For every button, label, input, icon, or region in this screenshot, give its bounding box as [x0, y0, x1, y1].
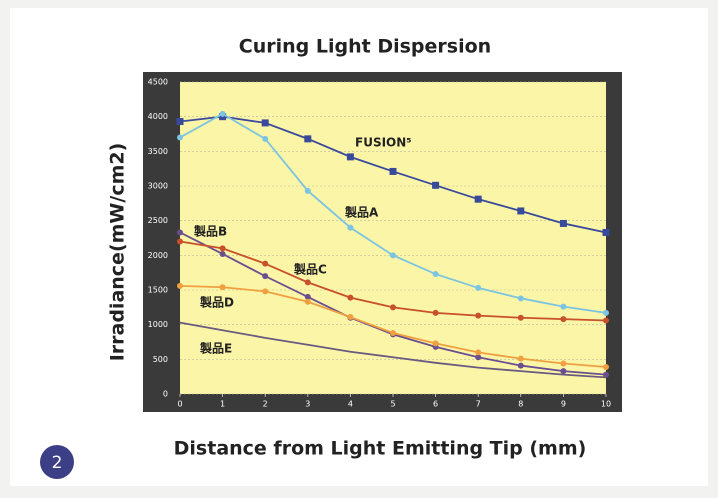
y-tick-label: 0: [163, 390, 168, 399]
point: [304, 279, 311, 286]
point: [390, 304, 396, 311]
point: [559, 219, 567, 227]
point: [347, 294, 354, 301]
x-tick-label: 10: [601, 400, 611, 409]
point: [390, 252, 396, 259]
point: [517, 207, 525, 215]
point: [432, 181, 440, 189]
point: [389, 167, 397, 175]
point: [560, 316, 567, 323]
point: [219, 245, 226, 252]
point: [304, 135, 312, 143]
y-tick-label: 4500: [148, 78, 168, 87]
y-tick-label: 1500: [148, 286, 168, 295]
y-tick-label: 2000: [148, 251, 168, 260]
point: [261, 119, 269, 127]
point: [475, 284, 482, 291]
point: [176, 118, 184, 126]
y-tick-label: 3500: [148, 147, 168, 156]
point: [219, 284, 226, 291]
point: [177, 238, 183, 245]
x-tick-label: 9: [561, 400, 566, 409]
x-tick-label: 8: [518, 400, 523, 409]
point: [219, 110, 226, 117]
x-tick-label: 0: [177, 400, 182, 409]
point: [346, 153, 354, 161]
point: [177, 134, 183, 141]
chart-title: Curing Light Dispersion: [239, 36, 491, 58]
y-tick-label: 1000: [148, 320, 168, 329]
series-label: 製品A: [344, 205, 379, 220]
point: [475, 312, 482, 319]
point: [602, 228, 610, 236]
point: [603, 371, 609, 378]
point: [432, 309, 439, 316]
badge: [40, 445, 74, 479]
point: [304, 187, 311, 194]
x-axis-label: Distance from Light Emitting Tip (mm): [174, 438, 587, 460]
point: [219, 250, 226, 257]
point: [262, 135, 269, 142]
series-label: FUSION⁵: [355, 136, 412, 150]
x-tick-label: 3: [305, 400, 310, 409]
series-label: 製品C: [293, 262, 327, 277]
y-axis-label: Irradiance(mW/cm2): [107, 143, 129, 362]
point: [177, 229, 183, 236]
x-tick-label: 6: [433, 400, 438, 409]
y-tick-label: 3000: [148, 182, 168, 191]
point: [304, 293, 311, 300]
y-tick-label: 2500: [148, 216, 168, 225]
point: [262, 288, 269, 295]
series-label: 製品E: [199, 341, 232, 356]
point: [432, 340, 439, 347]
point: [304, 298, 311, 305]
point: [262, 260, 269, 267]
plot-area: [180, 82, 606, 394]
x-tick-label: 4: [348, 400, 353, 409]
point: [603, 309, 609, 316]
point: [560, 303, 567, 310]
point: [603, 363, 609, 370]
point: [517, 295, 524, 302]
point: [475, 349, 482, 356]
point: [474, 195, 482, 203]
point: [517, 355, 524, 362]
y-tick-label: 4000: [148, 112, 168, 121]
point: [432, 271, 439, 278]
point: [347, 314, 354, 321]
point: [177, 282, 183, 289]
badge-text: 2: [52, 453, 63, 473]
series-line: [179, 321, 607, 379]
x-tick-label: 7: [476, 400, 481, 409]
point: [390, 329, 396, 336]
series-label: 製品B: [193, 224, 227, 239]
point: [347, 224, 354, 231]
point: [603, 317, 609, 324]
x-tick-label: 1: [220, 400, 225, 409]
point: [517, 362, 524, 369]
point: [262, 273, 269, 280]
point: [517, 314, 524, 321]
series-label: 製品D: [199, 295, 234, 310]
x-tick-label: 2: [263, 400, 268, 409]
point: [560, 360, 567, 367]
point: [475, 354, 482, 361]
point: [560, 368, 567, 375]
y-tick-label: 500: [153, 355, 168, 364]
x-tick-label: 5: [390, 400, 395, 409]
